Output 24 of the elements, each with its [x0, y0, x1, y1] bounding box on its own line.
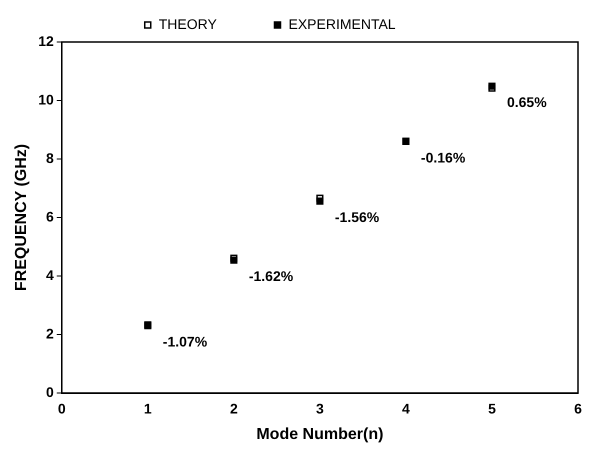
x-tick-label: 4 [402, 400, 410, 416]
x-tick-label: 6 [574, 400, 582, 416]
point [316, 198, 324, 205]
legend-label: THEORY [158, 16, 264, 32]
legend-label: EXPERIMENTAL [288, 16, 442, 32]
annotation: 0.65% [506, 94, 548, 110]
y-tick-label: 10 [38, 91, 54, 108]
x-tick-label: 1 [144, 400, 152, 416]
x-tick-label: 0 [58, 400, 66, 416]
x-tick-label: 2 [230, 400, 238, 416]
annotation: -1.56% [334, 208, 380, 225]
x-tick-label: 3 [316, 400, 324, 416]
annotation: -0.16% [420, 149, 466, 166]
annotation: -1.62% [248, 268, 294, 284]
x-axis-title: Mode Number(n) [256, 426, 384, 443]
y-tick-label: 2 [46, 325, 54, 342]
y-tick-label: 12 [38, 32, 54, 49]
y-tick-label: 8 [46, 150, 54, 166]
x-tick-label: 5 [488, 400, 496, 416]
y-tick-label: 6 [46, 208, 54, 224]
y-tick-label: 0 [46, 384, 54, 400]
annotation: -1.07% [162, 334, 208, 350]
y-axis-title: FREQUENCY (GHz) [13, 144, 30, 292]
y-tick-label: 4 [46, 266, 54, 283]
